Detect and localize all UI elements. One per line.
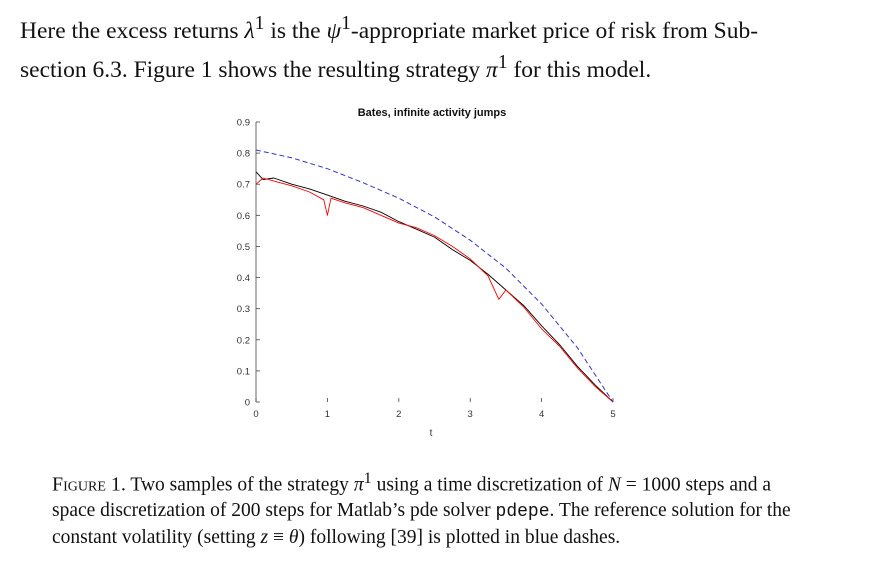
y-tick-label: 0.9	[237, 118, 250, 129]
y-tick-label: 0.6	[237, 211, 250, 222]
caption-text: ≡	[268, 526, 289, 548]
chart: Bates, infinite activity jumps 0 0.1 0.2 0.…	[237, 107, 616, 439]
pi-symbol: π	[353, 474, 364, 496]
x-tick-label: 4	[539, 409, 544, 420]
superscript: 1	[363, 469, 372, 487]
para-text: Here the excess returns	[20, 17, 245, 44]
lambda-symbol: λ	[244, 17, 255, 44]
y-tick-label: 0.2	[237, 335, 250, 346]
x-tick-label: 3	[468, 409, 473, 420]
para-text: for this model.	[507, 56, 652, 83]
figure: Bates, infinite activity jumps 0 0.1 0.2 0.…	[225, 100, 625, 445]
body-paragraph: Here the excess returns λ1 is the ψ1-app…	[20, 8, 865, 86]
superscript: 1	[341, 13, 351, 34]
n-symbol: N	[607, 474, 621, 496]
y-tick-label: 0.4	[237, 273, 250, 284]
plot-area	[255, 149, 614, 403]
x-tick-label: 0	[253, 409, 258, 420]
y-tick-label: 0	[245, 398, 250, 409]
psi-symbol: ψ	[326, 17, 342, 44]
superscript: 1	[254, 13, 265, 34]
para-text: is the	[264, 17, 327, 44]
series-line-2	[255, 177, 614, 403]
y-tick-label: 0.1	[237, 366, 250, 377]
series-line-1	[255, 171, 614, 403]
superscript: 1	[497, 51, 508, 73]
caption-text: ) following [39] is plotted in blue dash…	[298, 526, 621, 548]
code-snippet: pdepe	[495, 501, 550, 522]
para-text: section 6.3. Figure 1 shows the resultin…	[20, 56, 487, 83]
caption-label: Figure 1.	[52, 473, 126, 496]
y-tick-label: 0.5	[237, 242, 250, 253]
y-tick-label: 0.3	[237, 304, 250, 315]
series-line-3	[255, 149, 614, 403]
x-tick-label: 5	[610, 409, 615, 420]
x-axis-label: t	[430, 428, 433, 439]
figure-caption: Figure 1. Two samples of the strategy π1…	[52, 466, 812, 550]
z-symbol: z	[260, 526, 269, 548]
x-tick-label: 2	[396, 409, 401, 420]
caption-text: using a time discretization of	[371, 474, 608, 496]
caption-text: Two samples of the strategy	[125, 474, 354, 496]
axes: 0 0.1 0.2 0.3 0.4 0.5 0.6 0.7 0.8 0.9 0 1 2 3 4 5	[237, 118, 616, 421]
y-tick-label: 0.8	[237, 149, 250, 160]
theta-symbol: θ	[288, 526, 299, 548]
para-text: -appropriate market price of risk from S…	[350, 17, 759, 44]
x-tick-label: 1	[325, 409, 330, 420]
caption-text: . The reference solution for the constan…	[52, 499, 791, 548]
caption-text: = 1000 steps and a space discretization …	[52, 474, 772, 521]
y-tick-label: 0.7	[237, 180, 250, 191]
chart-title: Bates, infinite activity jumps	[358, 107, 507, 119]
pi-symbol: π	[486, 56, 498, 83]
